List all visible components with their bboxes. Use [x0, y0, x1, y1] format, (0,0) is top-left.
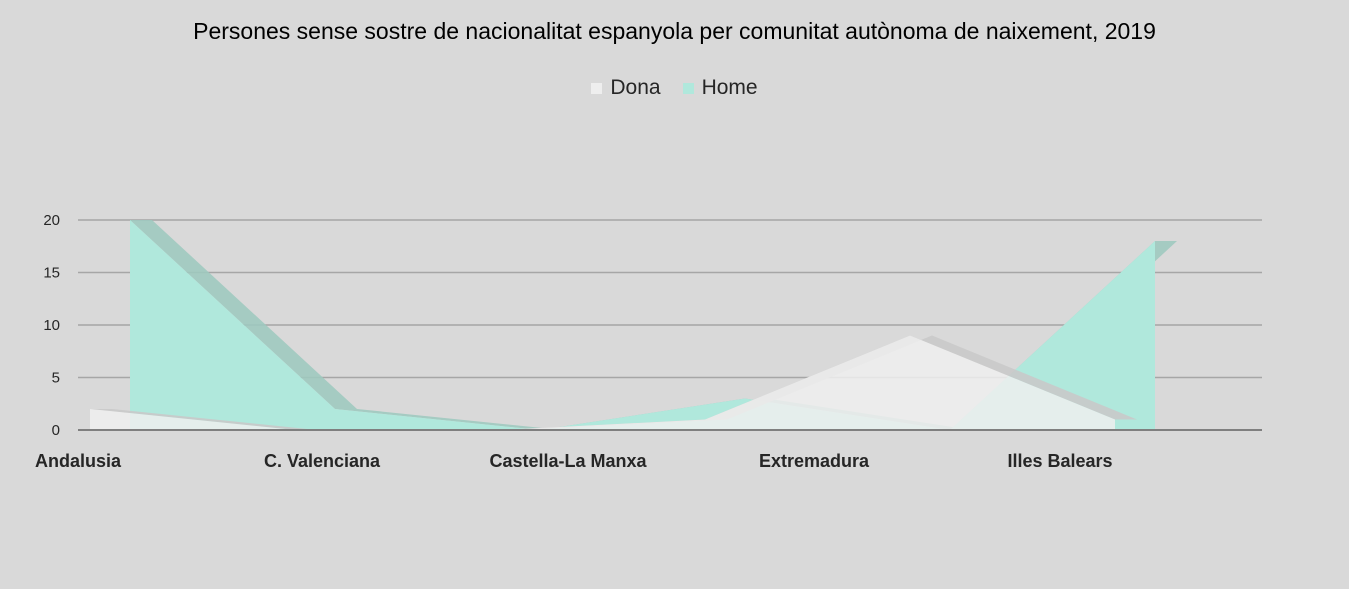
- x-tick-label: Castella-La Manxa: [489, 451, 647, 471]
- y-tick-label: 0: [52, 422, 60, 439]
- legend: Dona Home: [0, 76, 1349, 100]
- legend-swatch-home: [682, 82, 694, 94]
- y-tick-label: 10: [43, 317, 60, 334]
- legend-label-dona: Dona: [610, 76, 661, 99]
- legend-entry-dona: Dona: [591, 76, 661, 100]
- series-area-dona: [90, 335, 1115, 430]
- x-tick-label: Extremadura: [759, 451, 870, 471]
- y-tick-label: 15: [43, 265, 60, 282]
- y-tick-label: 5: [52, 370, 60, 387]
- y-tick-label: 20: [43, 212, 60, 229]
- x-tick-label: C. Valenciana: [264, 451, 381, 471]
- legend-label-home: Home: [701, 76, 758, 99]
- x-tick-label: Andalusia: [35, 451, 122, 471]
- legend-swatch-dona: [591, 82, 603, 94]
- legend-entry-home: Home: [682, 76, 758, 100]
- chart-title: Persones sense sostre de nacionalitat es…: [193, 18, 1156, 44]
- x-tick-label: Illes Balears: [1007, 451, 1112, 471]
